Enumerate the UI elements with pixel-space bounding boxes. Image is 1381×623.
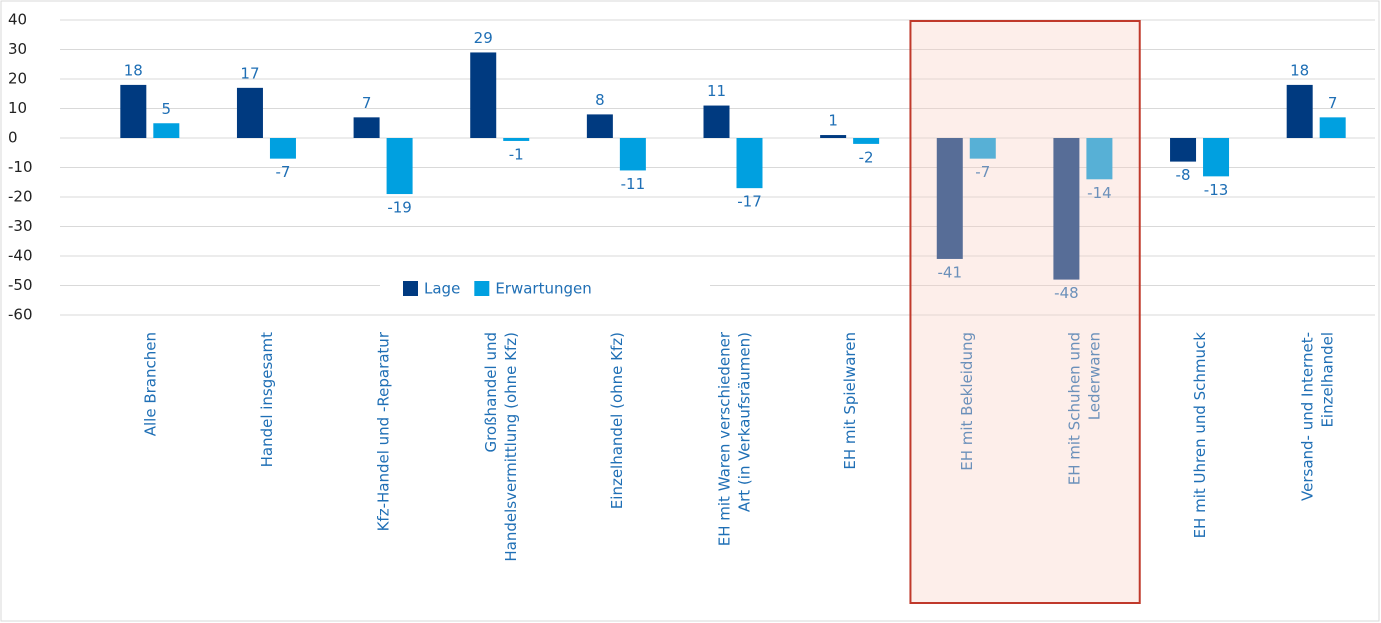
x-tick-label-line: Alle Branchen xyxy=(141,332,159,436)
x-tick-label: Kfz-Handel und -Reparatur xyxy=(374,331,392,531)
x-tick-label: Versand- und Internet- Einzelhandel xyxy=(1298,332,1336,501)
value-label: -11 xyxy=(621,175,646,193)
x-tick-label: EH mit Uhren und Schmuck xyxy=(1191,332,1209,539)
value-label: -7 xyxy=(975,163,990,181)
value-label: -17 xyxy=(737,193,762,211)
bar xyxy=(1053,138,1080,280)
value-label: 1 xyxy=(828,112,838,130)
y-tick-label: 0 xyxy=(8,129,18,147)
y-tick-label: -40 xyxy=(8,247,33,265)
bar xyxy=(936,138,963,259)
value-label: -14 xyxy=(1087,184,1112,202)
bar xyxy=(269,138,296,159)
value-label: -2 xyxy=(859,148,874,166)
value-label: -48 xyxy=(1054,284,1079,302)
bar xyxy=(1170,138,1197,162)
value-label: 8 xyxy=(595,91,605,109)
x-tick-label: EH mit Waren verschiedener Art (in Verkau… xyxy=(715,331,753,546)
bar xyxy=(120,84,147,138)
bar xyxy=(1086,138,1113,180)
value-label: 18 xyxy=(1290,61,1309,79)
x-tick-label-line: Einzelhandel (ohne Kfz) xyxy=(607,332,625,509)
y-tick-label: 40 xyxy=(8,11,27,29)
x-tick-label: EH mit Bekleidung xyxy=(957,332,975,471)
bar xyxy=(470,52,497,139)
bar xyxy=(703,105,730,138)
legend-bg xyxy=(380,275,710,303)
y-tick-label: -30 xyxy=(8,217,33,235)
bar xyxy=(236,87,263,138)
x-tick-label: EH mit Spielwaren xyxy=(841,332,859,470)
bar xyxy=(853,138,880,144)
bar xyxy=(386,138,413,195)
value-label: -19 xyxy=(387,199,412,217)
value-label: 11 xyxy=(707,82,726,100)
bar xyxy=(1319,117,1346,138)
y-tick-label: -10 xyxy=(8,158,33,176)
legend-swatch xyxy=(403,281,418,296)
x-tick-label-line: Großhandel und xyxy=(482,332,500,453)
y-tick-label: 10 xyxy=(8,99,27,117)
x-tick-label: EH mit Schuhen undLederwaren xyxy=(1065,332,1103,485)
value-label: -8 xyxy=(1176,166,1191,184)
x-tick-label-line: Handel insgesamt xyxy=(257,332,275,468)
x-tick-label: Handel insgesamt xyxy=(257,332,275,468)
x-tick-label-line: EH mit Spielwaren xyxy=(841,332,859,470)
value-label: -41 xyxy=(938,263,963,281)
x-tick-label: Alle Branchen xyxy=(141,332,159,436)
value-label: 7 xyxy=(362,94,372,112)
x-tick-label: Großhandel und Handelsvermittlung (ohne K… xyxy=(482,332,520,562)
value-label: -7 xyxy=(275,163,290,181)
x-tick-label-line: EH mit Schuhen und xyxy=(1065,332,1083,485)
bar xyxy=(586,114,613,138)
highlight-box xyxy=(909,20,1141,604)
bar xyxy=(820,135,847,138)
bar xyxy=(503,138,530,141)
bar xyxy=(619,138,646,171)
x-tick-label-line: Versand- und Internet- xyxy=(1298,332,1316,501)
x-tick-label-line: Lederwaren xyxy=(1085,332,1103,420)
x-tick-label-line: Kfz-Handel und -Reparatur xyxy=(374,331,392,531)
y-tick-label: 30 xyxy=(8,40,27,58)
value-label: 5 xyxy=(162,100,172,118)
legend-swatch xyxy=(474,281,490,296)
value-label: -1 xyxy=(509,145,524,163)
bar xyxy=(353,117,380,138)
y-tick-label: -20 xyxy=(8,188,33,206)
legend-label: Erwartungen xyxy=(495,280,591,298)
x-tick-label-line: EH mit Uhren und Schmuck xyxy=(1191,332,1209,539)
y-tick-label: 20 xyxy=(8,70,27,88)
bar xyxy=(153,123,180,138)
value-label: -13 xyxy=(1204,181,1229,199)
bar xyxy=(736,138,763,189)
x-tick-label-line: EH mit Bekleidung xyxy=(957,332,975,471)
value-label: 29 xyxy=(474,29,493,47)
x-tick-label-line: EH mit Waren verschiedener xyxy=(715,331,733,546)
y-tick-label: -50 xyxy=(8,276,33,294)
x-tick-label-line: Handelsvermittlung (ohne Kfz) xyxy=(502,332,520,562)
x-tick-label-line: Einzelhandel xyxy=(1318,332,1336,428)
value-label: 7 xyxy=(1328,94,1338,112)
bar xyxy=(969,138,996,159)
legend-label: Lage xyxy=(424,280,460,298)
bar xyxy=(1286,84,1313,138)
x-tick-label: Einzelhandel (ohne Kfz) xyxy=(607,332,625,509)
value-label: 18 xyxy=(124,61,143,79)
x-tick-label-line: Art (in Verkaufsräumen) xyxy=(735,332,753,512)
y-tick-label: -60 xyxy=(8,306,33,324)
value-label: 17 xyxy=(240,64,259,82)
bar xyxy=(1203,138,1230,177)
